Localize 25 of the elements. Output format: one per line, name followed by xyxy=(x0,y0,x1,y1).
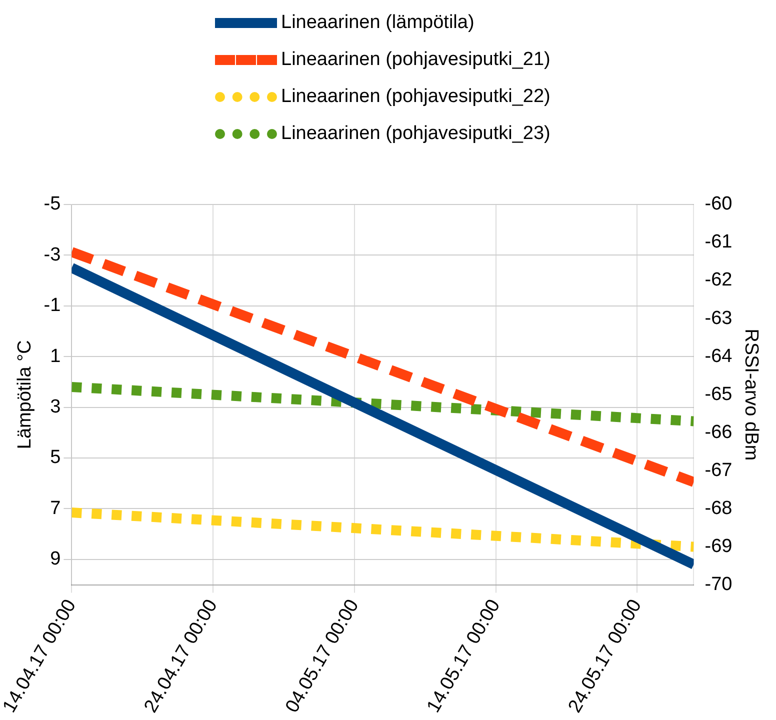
y-axis-title: Lämpötila °C xyxy=(14,340,36,450)
legend-label: Lineaarinen (pohjavesiputki_22) xyxy=(281,86,550,108)
y2-tick-label: -61 xyxy=(704,232,732,253)
legend-label: Lineaarinen (lämpötila) xyxy=(281,12,474,34)
legend-label: Lineaarinen (pohjavesiputki_23) xyxy=(281,123,550,145)
y-tick-label: -5 xyxy=(44,194,61,215)
y2-tick-label: -66 xyxy=(704,422,732,443)
y2-tick-label: -70 xyxy=(704,574,732,596)
y-tick-label: 3 xyxy=(50,396,61,418)
y-tick-label: 5 xyxy=(50,447,61,468)
y-tick-label: 1 xyxy=(50,346,61,367)
y2-tick-label: -65 xyxy=(704,384,732,405)
y2-tick-label: -67 xyxy=(704,460,732,481)
y-tick-label: 9 xyxy=(50,548,61,570)
y-tick-label: -1 xyxy=(44,295,61,316)
y2-tick-label: -63 xyxy=(704,308,732,329)
y2-tick-label: -68 xyxy=(704,498,732,519)
y2-tick-label: -60 xyxy=(704,194,732,215)
y2-tick-label: -64 xyxy=(704,346,733,367)
y2-tick-label: -62 xyxy=(704,270,732,291)
y2-axis-title: RSSI-arvo dBm xyxy=(740,328,762,461)
y-tick-label: 7 xyxy=(50,498,61,519)
y2-tick-label: -69 xyxy=(704,536,732,557)
legend-label: Lineaarinen (pohjavesiputki_21) xyxy=(281,49,550,71)
y-tick-label: -3 xyxy=(44,244,61,266)
